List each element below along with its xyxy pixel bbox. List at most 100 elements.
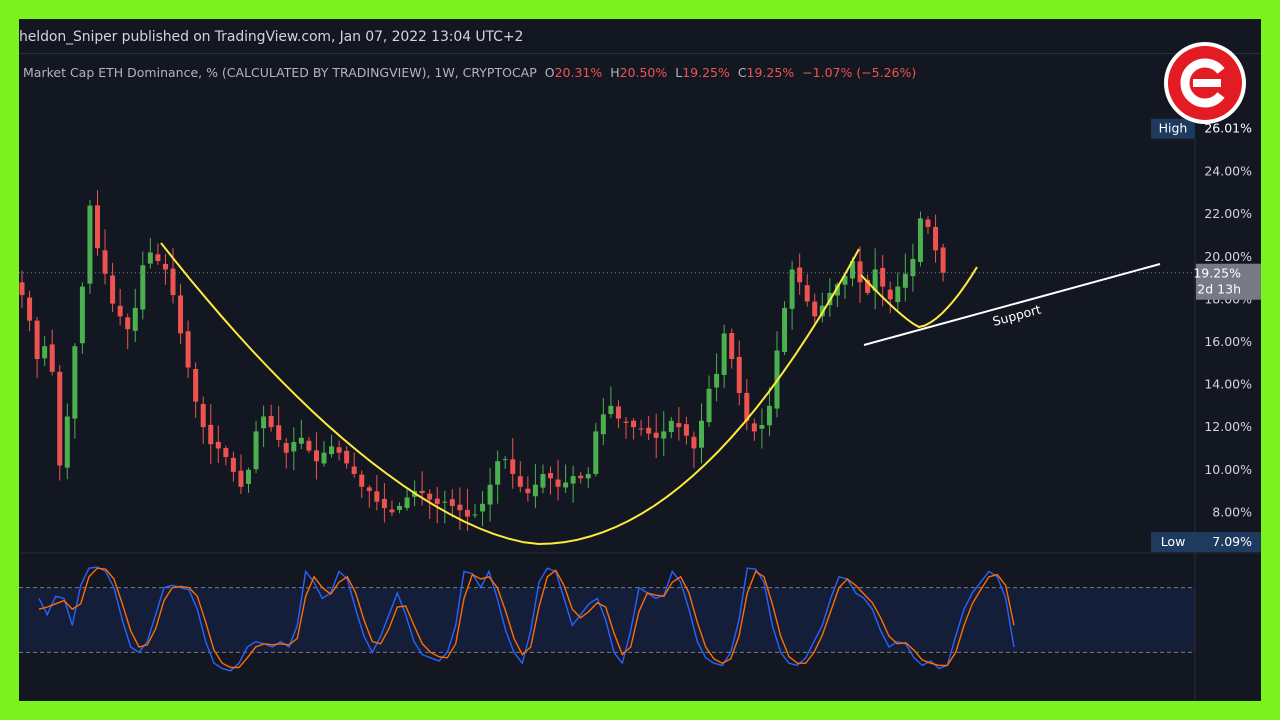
candle-body[interactable] — [653, 432, 659, 438]
candle-body[interactable] — [782, 307, 788, 353]
candle-body[interactable] — [495, 461, 501, 485]
candle-body[interactable] — [661, 431, 667, 439]
candle-body[interactable] — [472, 514, 478, 516]
candle-body[interactable] — [359, 474, 365, 487]
candle-body[interactable] — [381, 498, 387, 509]
candle-body[interactable] — [857, 261, 863, 283]
candle-body[interactable] — [585, 474, 591, 479]
candle-body[interactable] — [427, 493, 433, 500]
candle-body[interactable] — [42, 346, 48, 359]
candle-body[interactable] — [389, 509, 395, 513]
candle-body[interactable] — [646, 427, 652, 434]
candle-body[interactable] — [27, 297, 33, 321]
candle-body[interactable] — [917, 218, 923, 262]
candle-body[interactable] — [336, 447, 342, 453]
candle-body[interactable] — [940, 247, 946, 273]
candle-body[interactable] — [110, 275, 116, 304]
stoch-k-line[interactable] — [38, 566, 1015, 672]
price-axis[interactable]: 8.00%10.00%12.00%14.00%16.00%18.00%20.00… — [19, 54, 1261, 701]
candle-body[interactable] — [419, 490, 425, 494]
candle-body[interactable] — [79, 286, 85, 344]
candle-body[interactable] — [578, 475, 584, 479]
candle-body[interactable] — [223, 448, 229, 457]
candle-body[interactable] — [721, 333, 727, 375]
candle-body[interactable] — [555, 479, 561, 487]
candle-body[interactable] — [548, 473, 553, 479]
candle-body[interactable] — [132, 307, 138, 331]
candle-body[interactable] — [759, 425, 765, 429]
candle-body[interactable] — [19, 282, 25, 296]
candle-body[interactable] — [842, 275, 848, 285]
cup-curve[interactable] — [160, 242, 860, 546]
candle-body[interactable] — [230, 457, 236, 472]
candle-body[interactable] — [155, 254, 161, 262]
candle-body[interactable] — [525, 488, 531, 494]
candle-body[interactable] — [449, 499, 455, 506]
candle-body[interactable] — [593, 431, 599, 474]
candle-body[interactable] — [49, 344, 55, 372]
price-pane[interactable]: Support — [19, 190, 1195, 546]
candle-body[interactable] — [706, 388, 712, 423]
candle-body[interactable] — [714, 373, 720, 388]
candle-body[interactable] — [623, 421, 629, 423]
candle-body[interactable] — [344, 450, 350, 464]
candle-body[interactable] — [540, 474, 546, 488]
candle-body[interactable] — [140, 265, 146, 310]
candle-body[interactable] — [865, 279, 871, 293]
candle-body[interactable] — [850, 261, 855, 279]
stoch-d-line[interactable] — [38, 567, 1015, 669]
candle-body[interactable] — [291, 442, 297, 452]
candle-body[interactable] — [933, 226, 939, 251]
candle-body[interactable] — [480, 503, 486, 512]
candle-body[interactable] — [298, 437, 304, 444]
candle-body[interactable] — [170, 268, 176, 296]
candle-body[interactable] — [887, 289, 893, 300]
candle-body[interactable] — [102, 250, 108, 274]
candle-body[interactable] — [87, 205, 93, 284]
candle-body[interactable] — [215, 441, 221, 449]
candle-body[interactable] — [268, 415, 274, 428]
candle-body[interactable] — [125, 317, 131, 330]
candle-body[interactable] — [253, 431, 259, 470]
symbol-legend[interactable]: Market Cap ETH Dominance, % (CALCULATED … — [23, 65, 916, 80]
candle-body[interactable] — [185, 331, 191, 368]
candle-body[interactable] — [600, 414, 606, 435]
candle-body[interactable] — [631, 420, 637, 428]
candle-body[interactable] — [178, 295, 184, 334]
candle-body[interactable] — [464, 509, 470, 517]
candle-body[interactable] — [683, 424, 689, 436]
candle-body[interactable] — [193, 369, 199, 402]
candle-body[interactable] — [910, 258, 916, 277]
candle-body[interactable] — [117, 305, 123, 317]
candle-body[interactable] — [812, 301, 818, 317]
candle-body[interactable] — [351, 466, 357, 475]
candle-body[interactable] — [744, 392, 750, 421]
candle-body[interactable] — [57, 371, 63, 466]
candle-body[interactable] — [872, 269, 878, 291]
candle-body[interactable] — [246, 469, 251, 484]
candle-body[interactable] — [699, 420, 704, 448]
candle-body[interactable] — [208, 424, 214, 445]
candle-body[interactable] — [563, 482, 569, 488]
candle-body[interactable] — [306, 440, 312, 451]
candle-body[interactable] — [766, 405, 772, 426]
candle-body[interactable] — [238, 470, 244, 487]
candle-body[interactable] — [34, 320, 40, 359]
candle-body[interactable] — [261, 416, 267, 429]
candle-body[interactable] — [374, 491, 380, 502]
candle-body[interactable] — [329, 446, 335, 455]
candle-body[interactable] — [64, 416, 70, 468]
candle-body[interactable] — [321, 452, 327, 464]
candle-body[interactable] — [668, 420, 674, 432]
candle-body[interactable] — [434, 498, 440, 504]
candle-body[interactable] — [638, 428, 644, 430]
candle-body[interactable] — [570, 476, 576, 484]
candle-body[interactable] — [615, 406, 621, 419]
candle-body[interactable] — [502, 459, 508, 461]
stoch-rsi-pane[interactable]: 0.0040.0080.00 — [19, 566, 1252, 681]
candle-body[interactable] — [487, 484, 493, 505]
candle-body[interactable] — [72, 346, 78, 419]
candle-body[interactable] — [397, 505, 402, 510]
candle-body[interactable] — [736, 356, 742, 394]
candle-body[interactable] — [608, 405, 614, 415]
